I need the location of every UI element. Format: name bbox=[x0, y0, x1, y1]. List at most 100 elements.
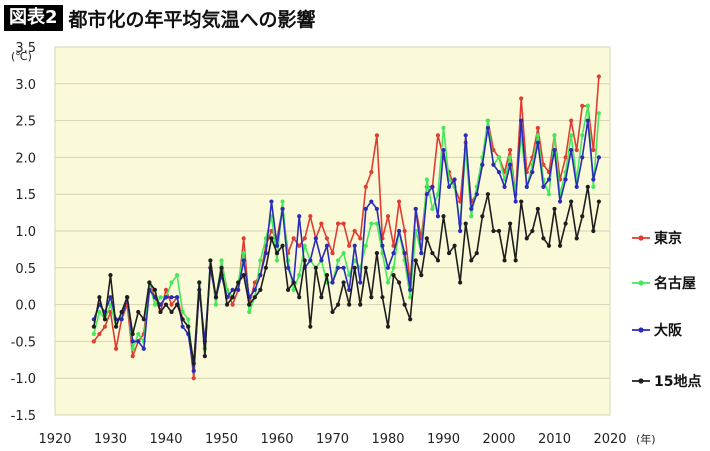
data-point bbox=[474, 192, 479, 197]
data-point bbox=[280, 199, 285, 204]
data-point bbox=[186, 317, 191, 322]
x-tick-label: 1950 bbox=[205, 432, 238, 447]
data-point bbox=[546, 243, 552, 248]
data-point bbox=[302, 243, 307, 248]
data-point bbox=[180, 317, 185, 322]
figure-number-tag: 図表2 bbox=[4, 5, 63, 31]
data-point bbox=[363, 243, 368, 248]
series-line bbox=[93, 186, 600, 365]
series-line bbox=[93, 105, 600, 372]
data-point bbox=[519, 199, 524, 204]
data-point bbox=[91, 339, 96, 344]
data-point bbox=[519, 96, 524, 101]
data-point bbox=[446, 250, 452, 256]
data-point bbox=[108, 273, 113, 278]
data-point bbox=[441, 147, 446, 153]
data-point bbox=[130, 346, 135, 351]
data-point bbox=[441, 214, 446, 219]
data-point bbox=[175, 295, 180, 300]
data-point bbox=[335, 265, 341, 270]
data-point bbox=[247, 309, 252, 315]
data-point bbox=[308, 214, 313, 219]
data-point bbox=[97, 331, 102, 337]
data-point bbox=[358, 280, 363, 285]
x-tick-label: 1920 bbox=[38, 432, 71, 447]
data-point bbox=[319, 295, 324, 300]
data-point bbox=[563, 221, 568, 226]
data-point bbox=[152, 287, 157, 292]
data-point bbox=[335, 302, 341, 307]
data-point bbox=[219, 265, 224, 270]
data-point bbox=[552, 147, 557, 153]
data-point bbox=[591, 228, 596, 234]
x-tick-label: 1990 bbox=[427, 432, 460, 447]
y-tick-label: 0.5 bbox=[15, 262, 36, 277]
data-point bbox=[241, 258, 246, 263]
figure-header: 図表2 都市化の年平均気温への影響 bbox=[4, 4, 316, 32]
y-tick-label: -0.5 bbox=[11, 335, 36, 350]
data-point bbox=[297, 214, 302, 219]
data-point bbox=[97, 295, 102, 300]
data-point bbox=[347, 302, 352, 307]
data-point bbox=[530, 170, 535, 175]
legend-item: 大阪 bbox=[632, 322, 683, 339]
data-point bbox=[208, 258, 213, 263]
data-point bbox=[435, 258, 441, 263]
data-point bbox=[574, 184, 579, 189]
data-point bbox=[358, 236, 363, 241]
legend-label: 東京 bbox=[654, 230, 682, 247]
data-point bbox=[258, 273, 263, 278]
data-point bbox=[163, 287, 169, 292]
data-point bbox=[430, 184, 435, 189]
data-point bbox=[230, 287, 235, 292]
data-point bbox=[385, 324, 391, 329]
data-point bbox=[374, 250, 379, 256]
data-point bbox=[108, 295, 113, 300]
data-point bbox=[591, 147, 596, 153]
data-point bbox=[369, 295, 374, 300]
data-point bbox=[319, 258, 324, 263]
data-point bbox=[158, 295, 163, 300]
data-point bbox=[397, 280, 402, 285]
data-point bbox=[591, 177, 596, 182]
data-point bbox=[452, 243, 457, 248]
y-tick-label: -1.5 bbox=[11, 409, 36, 424]
data-point bbox=[263, 250, 268, 256]
data-point bbox=[280, 243, 285, 248]
data-point bbox=[591, 184, 596, 189]
data-point bbox=[513, 199, 518, 204]
data-point bbox=[569, 147, 574, 153]
data-point bbox=[175, 302, 180, 307]
data-point bbox=[335, 221, 341, 226]
x-tick-label: 2020 bbox=[593, 432, 626, 447]
data-point bbox=[241, 236, 246, 241]
data-point bbox=[385, 214, 391, 219]
data-point bbox=[274, 250, 280, 256]
data-point bbox=[508, 162, 513, 167]
data-point bbox=[219, 258, 224, 263]
y-tick-label: 1.0 bbox=[15, 225, 36, 240]
data-point bbox=[485, 125, 490, 131]
data-point bbox=[424, 177, 429, 182]
legend-label: 名古屋 bbox=[654, 275, 696, 292]
data-point bbox=[291, 287, 296, 292]
data-point bbox=[585, 118, 590, 123]
data-point bbox=[236, 287, 241, 292]
y-tick-label: 3.5 bbox=[15, 41, 36, 56]
data-point bbox=[552, 206, 557, 212]
data-point bbox=[202, 354, 207, 359]
data-point bbox=[424, 236, 429, 241]
data-point bbox=[169, 280, 174, 285]
data-point bbox=[402, 250, 407, 256]
data-point bbox=[596, 155, 602, 160]
data-point bbox=[324, 273, 330, 278]
data-point bbox=[191, 376, 196, 381]
legend-item: 名古屋 bbox=[632, 275, 696, 292]
data-point bbox=[258, 287, 263, 292]
y-axis-unit-label: (℃) bbox=[11, 50, 32, 63]
gridlines bbox=[55, 46, 610, 416]
data-point bbox=[580, 155, 585, 160]
data-point bbox=[385, 265, 391, 270]
data-point bbox=[546, 192, 552, 197]
